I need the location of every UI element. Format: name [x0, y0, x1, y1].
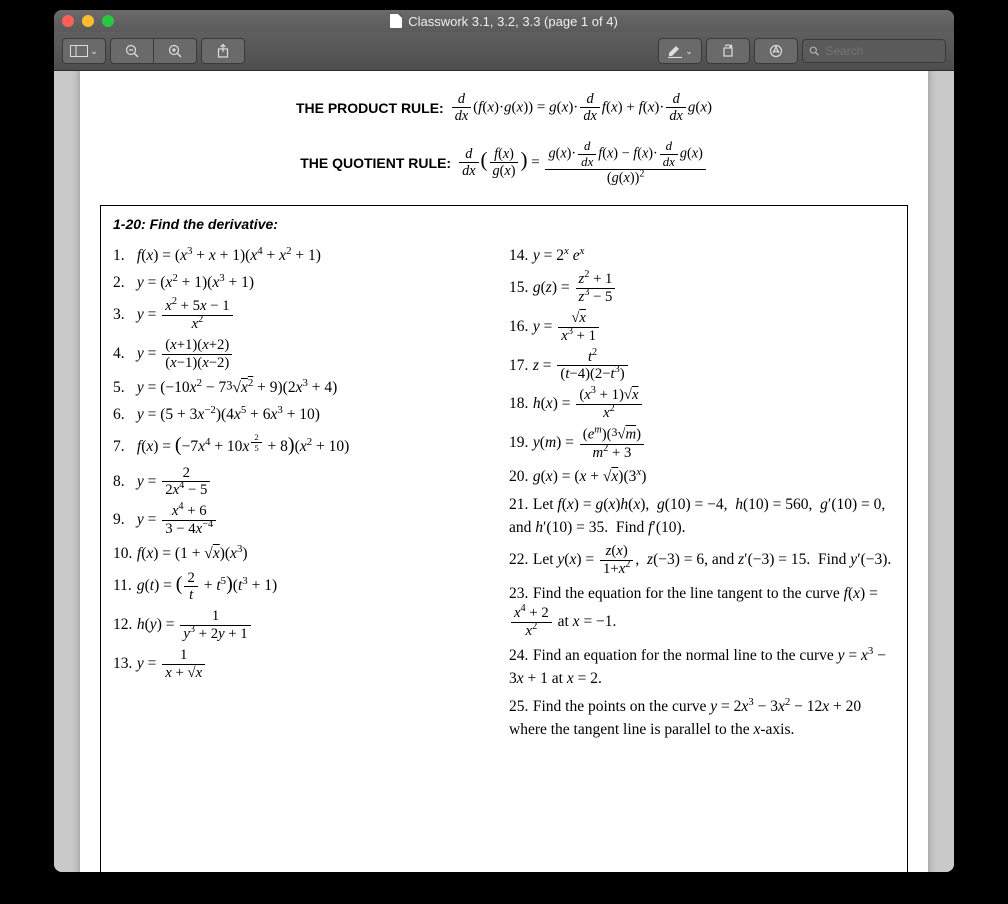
titlebar: Classwork 3.1, 3.2, 3.3 (page 1 of 4) — [54, 10, 954, 32]
sidebar-toggle-button[interactable]: ⌄ — [62, 38, 106, 64]
search-icon — [809, 45, 819, 57]
zoom-out-button[interactable] — [110, 38, 154, 64]
zoom-in-button[interactable] — [154, 38, 197, 64]
quotient-rule-formula: ddx(f(x)g(x)) = g(x)·ddxf(x) − f(x)·ddxg… — [457, 139, 708, 187]
problem-16: 16. y = √xx3 + 1 — [509, 310, 895, 345]
window-title-text: Classwork 3.1, 3.2, 3.3 (page 1 of 4) — [408, 14, 618, 29]
problem-3: 3. y = x2 + 5x − 1x2 — [113, 298, 499, 333]
problem-9: 9. y = x4 + 63 − 4x−4 — [113, 503, 499, 538]
problem-4: 4. y = (x+1)(x+2)(x−1)(x−2) — [113, 337, 499, 372]
document-viewport[interactable]: THE PRODUCT RULE: ddx(f(x)·g(x)) = g(x)·… — [54, 71, 954, 872]
problem-13: 13. y = 1x + √x — [113, 647, 499, 682]
problem-20: 20. g(x) = (x + √x)(3x) — [509, 465, 895, 488]
preview-window: Classwork 3.1, 3.2, 3.3 (page 1 of 4) ⌄ … — [54, 10, 954, 872]
problem-18: 18. h(x) = (x3 + 1)√xx2 — [509, 387, 895, 422]
product-rule-formula: ddx(f(x)·g(x)) = g(x)·ddxf(x) + f(x)·ddx… — [450, 91, 712, 125]
search-box[interactable] — [802, 39, 946, 63]
problem-5: 5. y = (−10x2 − 73√x2 + 9)(2x3 + 4) — [113, 376, 499, 399]
problem-14: 14. y = 2x ex — [509, 244, 895, 267]
document-page: THE PRODUCT RULE: ddx(f(x)·g(x)) = g(x)·… — [80, 71, 928, 872]
problem-7: 7. f(x) = (−7x4 + 10x25 + 8)(x2 + 10) — [113, 430, 499, 460]
problem-25: 25. Find the points on the curve y = 2x3… — [509, 695, 895, 742]
window-title: Classwork 3.1, 3.2, 3.3 (page 1 of 4) — [54, 14, 954, 29]
problem-2: 2. y = (x2 + 1)(x3 + 1) — [113, 271, 499, 294]
problem-12: 12. h(y) = 1y3 + 2y + 1 — [113, 608, 499, 643]
document-icon — [390, 14, 402, 28]
product-rule-label: THE PRODUCT RULE: — [296, 100, 444, 116]
share-button[interactable] — [201, 38, 245, 64]
rotate-button[interactable] — [706, 38, 750, 64]
traffic-lights — [62, 15, 114, 27]
quotient-rule: THE QUOTIENT RULE: ddx(f(x)g(x)) = g(x)·… — [140, 139, 868, 187]
problem-24: 24. Find an equation for the normal line… — [509, 644, 895, 691]
product-rule: THE PRODUCT RULE: ddx(f(x)·g(x)) = g(x)·… — [140, 91, 868, 125]
minimize-button[interactable] — [82, 15, 94, 27]
zoom-button[interactable] — [102, 15, 114, 27]
problems-right-column: 14. y = 2x ex 15. g(z) = z2 + 1z3 − 5 16… — [509, 240, 895, 746]
problem-19: 19. y(m) = (em)(3√m)m2 + 3 — [509, 426, 895, 461]
search-input[interactable] — [823, 43, 939, 59]
toolbar: ⌄ ⌄ — [54, 32, 954, 71]
problem-21: 21. Let f(x) = g(x)h(x), g(10) = −4, h(1… — [509, 493, 895, 540]
problem-10: 10. f(x) = (1 + √x)(x3) — [113, 542, 499, 565]
problem-22: 22. Let y(x) = z(x)1+x2, z(−3) = 6, and … — [509, 543, 895, 578]
problem-15: 15. g(z) = z2 + 1z3 − 5 — [509, 271, 895, 306]
problems-instruction: 1-20: Find the derivative: — [113, 216, 895, 232]
problem-11: 11. g(t) = (2t + t5)(t3 + 1) — [113, 569, 499, 604]
quotient-rule-label: THE QUOTIENT RULE: — [300, 155, 451, 171]
zoom-group — [110, 38, 197, 64]
highlight-button[interactable]: ⌄ — [658, 38, 702, 64]
close-button[interactable] — [62, 15, 74, 27]
problems-box: 1-20: Find the derivative: 1. f(x) = (x3… — [100, 205, 908, 872]
problem-23: 23. Find the equation for the line tange… — [509, 582, 895, 640]
problem-1: 1. f(x) = (x3 + x + 1)(x4 + x2 + 1) — [113, 244, 499, 267]
problems-left-column: 1. f(x) = (x3 + x + 1)(x4 + x2 + 1) 2. y… — [113, 240, 499, 746]
problem-17: 17. z = t2(t−4)(2−t3) — [509, 349, 895, 384]
rules-section: THE PRODUCT RULE: ddx(f(x)·g(x)) = g(x)·… — [140, 91, 868, 187]
markup-button[interactable] — [754, 38, 798, 64]
problem-6: 6. y = (5 + 3x−2)(4x5 + 6x3 + 10) — [113, 403, 499, 426]
problem-8: 8. y = 22x4 − 5 — [113, 465, 499, 500]
